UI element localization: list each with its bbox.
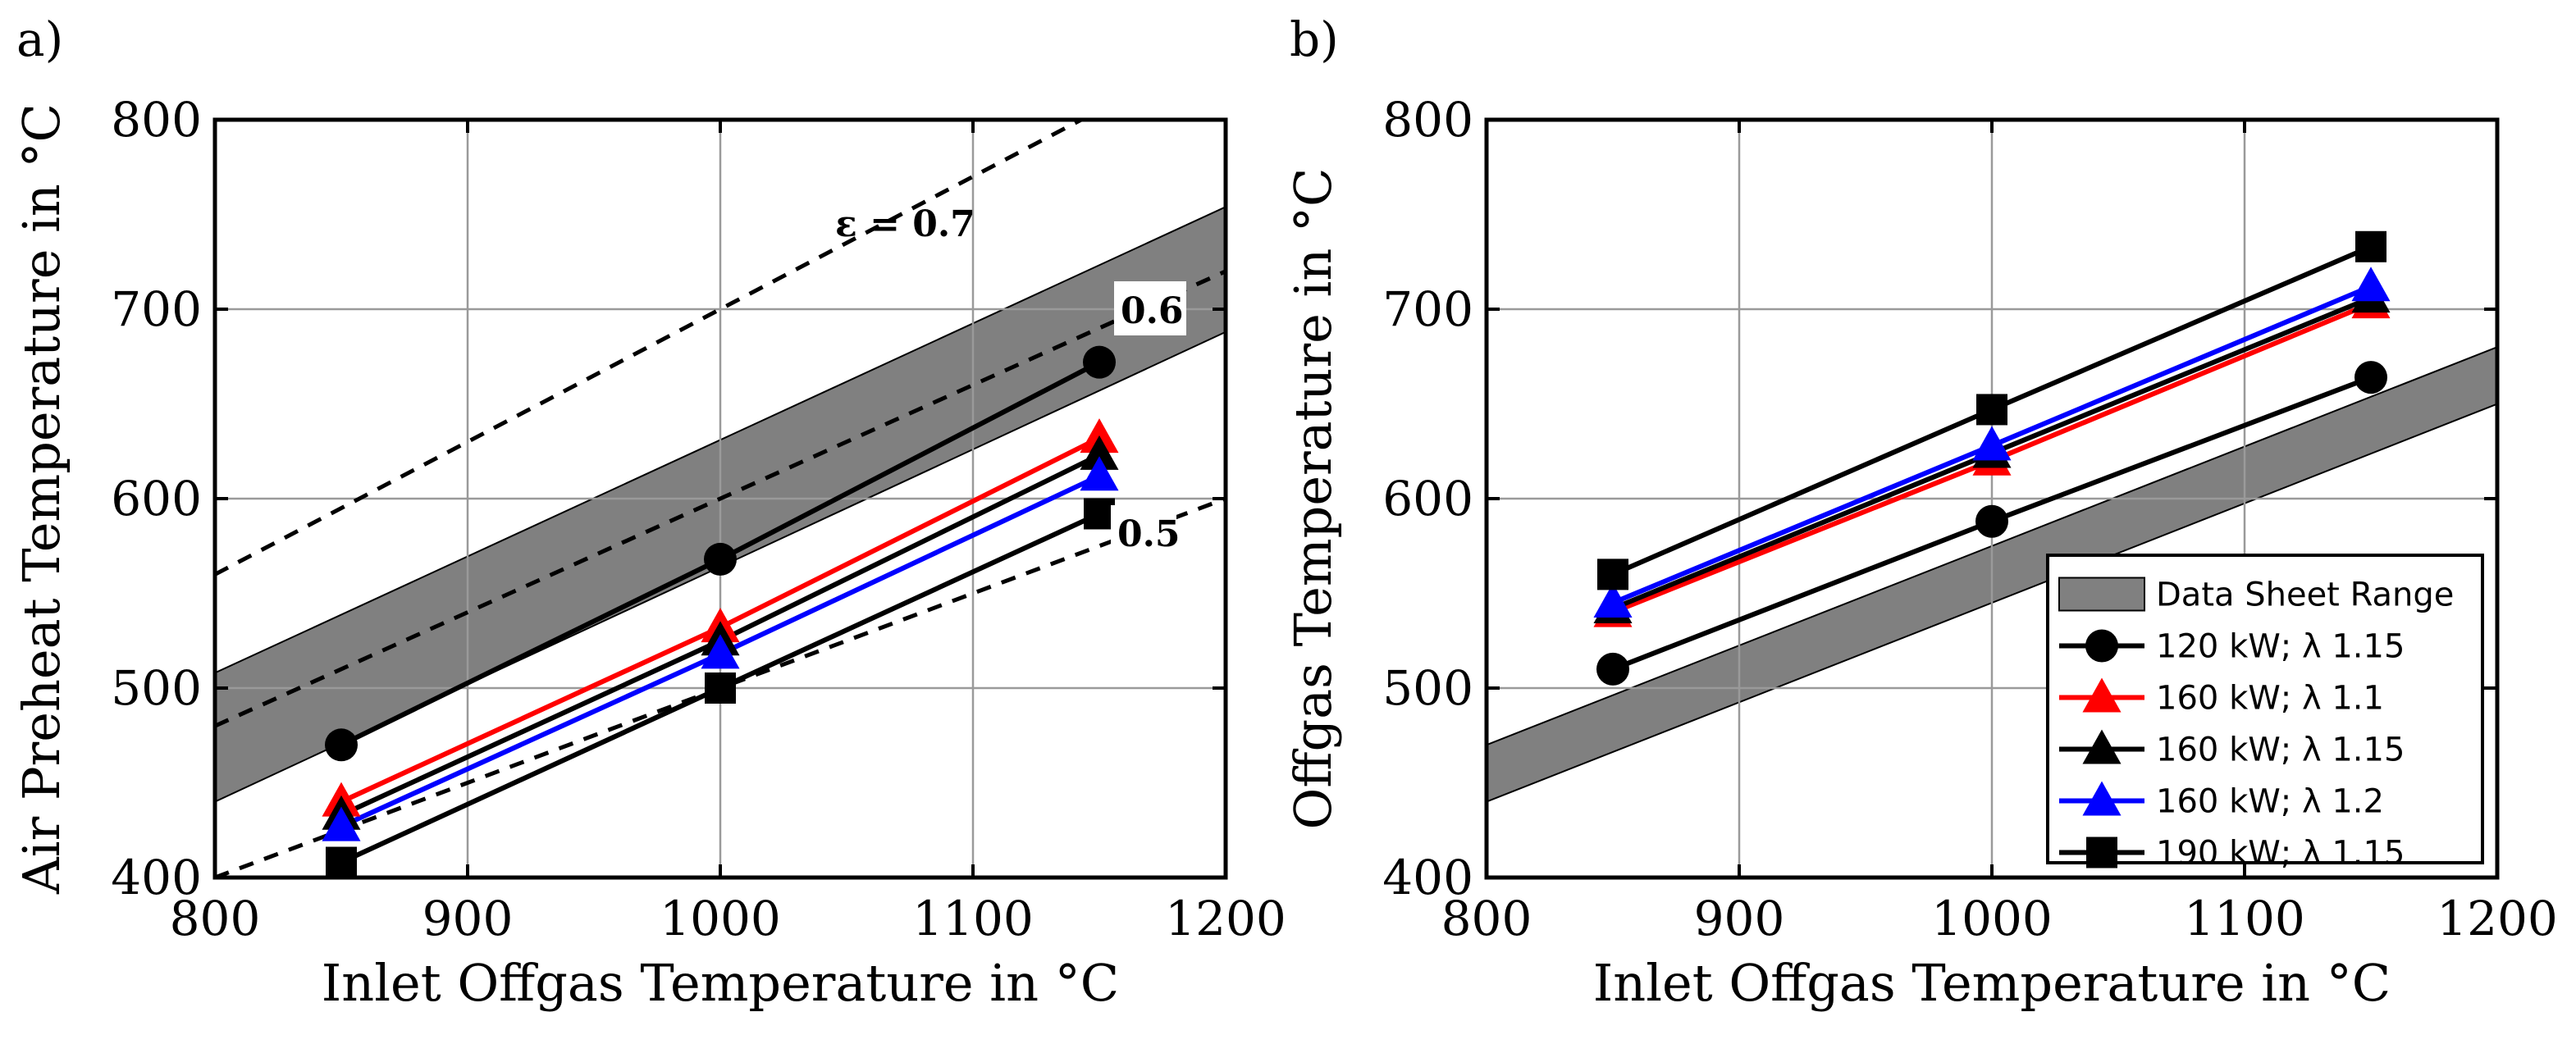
data-point-circle bbox=[704, 542, 737, 576]
panel-label: a) bbox=[16, 11, 63, 67]
data-point-square bbox=[326, 846, 357, 878]
legend: Data Sheet Range 120 kW; λ 1.15 160 kW; λ … bbox=[2046, 554, 2484, 873]
x-tick-label: 900 bbox=[1694, 891, 1785, 946]
data-point-square bbox=[705, 672, 736, 704]
x-tick-label: 1000 bbox=[660, 891, 781, 946]
x-tick-label: 1100 bbox=[912, 891, 1034, 946]
legend-swatch-band bbox=[2058, 577, 2145, 612]
legend-label: 120 kW; λ 1.15 bbox=[2156, 628, 2405, 666]
legend-label: 160 kW; λ 1.15 bbox=[2156, 732, 2405, 769]
legend-swatch-marker bbox=[2082, 729, 2122, 764]
data-point-triangle bbox=[701, 634, 740, 669]
annotation-0-6-background bbox=[1114, 281, 1186, 335]
x-tick-label: 800 bbox=[1441, 891, 1532, 946]
data-point-triangle bbox=[322, 806, 361, 841]
y-axis-title: Offgas Temperature in °C bbox=[1283, 168, 1343, 830]
y-tick-label: 400 bbox=[111, 850, 202, 905]
data-point-circle bbox=[325, 728, 358, 762]
y-tick-label: 600 bbox=[111, 471, 202, 527]
x-axis-title: Inlet Offgas Temperature in °C bbox=[322, 953, 1119, 1013]
y-tick-label: 800 bbox=[1382, 92, 1473, 148]
data-point-square bbox=[1597, 558, 1628, 590]
data-point-circle bbox=[1083, 345, 1116, 379]
annotation-0-5-background bbox=[1111, 505, 1176, 559]
panel-a: 800 900 1000 1100 1200 400 500 600 700 800 Inlet O… bbox=[11, 11, 1286, 1013]
y-tick-label: 800 bbox=[111, 92, 202, 148]
x-tick-label: 1100 bbox=[2184, 891, 2305, 946]
data-point-square bbox=[2355, 230, 2386, 262]
data-point-triangle bbox=[1593, 583, 1633, 618]
legend-label: 160 kW; λ 1.1 bbox=[2156, 680, 2384, 718]
data-point-triangle bbox=[1080, 435, 1119, 470]
panel-label: b) bbox=[1290, 11, 1339, 67]
data-point-circle bbox=[1975, 504, 2008, 538]
data-point-circle bbox=[1596, 652, 1629, 686]
legend-label: 190 kW; λ 1.15 bbox=[2156, 835, 2405, 873]
data-point-triangle bbox=[1080, 456, 1119, 491]
legend-swatch-marker bbox=[2082, 677, 2122, 713]
annotation-epsilon-0-7: ε = 0.7 bbox=[835, 203, 975, 245]
y-tick-label: 700 bbox=[111, 281, 202, 337]
data-point-circle bbox=[2354, 361, 2387, 394]
x-tick-label: 900 bbox=[422, 891, 514, 946]
legend-swatch-marker bbox=[2086, 837, 2117, 868]
y-tick-label: 700 bbox=[1382, 281, 1473, 337]
annotation-0-5: 0.5 bbox=[1117, 513, 1181, 555]
x-tick-label: 1200 bbox=[1165, 891, 1286, 946]
data-point-triangle bbox=[2351, 267, 2391, 302]
annotation-0-6: 0.6 bbox=[1121, 290, 1184, 332]
plot-area bbox=[1487, 120, 2497, 878]
panel-b: 800 900 1000 1100 1200 400 500 600 700 800 Inlet O… bbox=[1283, 11, 2558, 1013]
x-tick-label: 800 bbox=[170, 891, 261, 946]
plot-area bbox=[215, 120, 1226, 878]
data-point-triangle bbox=[1972, 426, 2012, 461]
legend-swatch-marker bbox=[2082, 781, 2122, 816]
legend-box bbox=[2046, 554, 2484, 864]
data-point-square bbox=[1084, 498, 1115, 530]
y-tick-label: 600 bbox=[1382, 471, 1473, 527]
y-tick-label: 400 bbox=[1382, 850, 1473, 905]
x-tick-label: 1000 bbox=[1931, 891, 2053, 946]
x-tick-label: 1200 bbox=[2437, 891, 2558, 946]
legend-label: Data Sheet Range bbox=[2156, 577, 2454, 614]
y-tick-label: 500 bbox=[1382, 660, 1473, 716]
effectiveness-line bbox=[215, 120, 1086, 577]
y-tick-label: 500 bbox=[111, 660, 202, 716]
data-point-square bbox=[1976, 394, 2007, 426]
legend-swatch-marker bbox=[2085, 629, 2118, 663]
x-axis-title: Inlet Offgas Temperature in °C bbox=[1593, 953, 2391, 1013]
effectiveness-line bbox=[215, 269, 1226, 728]
y-axis-title: Air Preheat Temperature in °C bbox=[11, 103, 71, 895]
legend-label: 160 kW; λ 1.2 bbox=[2156, 783, 2384, 821]
